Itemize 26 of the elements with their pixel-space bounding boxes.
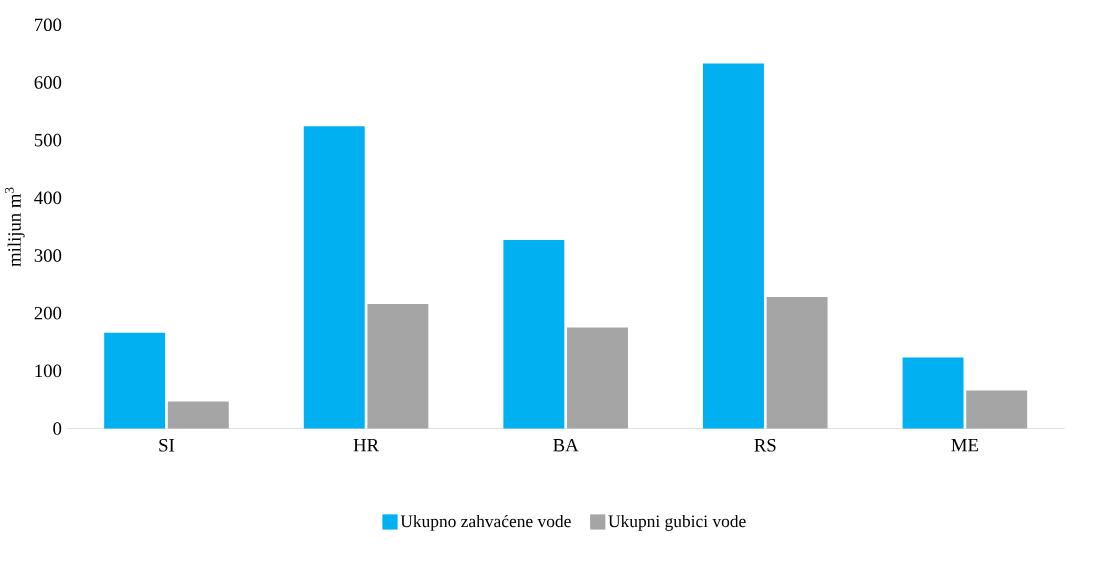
x-tick-label: HR xyxy=(353,439,380,452)
y-tick-label: 0 xyxy=(53,422,62,436)
bar xyxy=(966,390,1028,429)
bar xyxy=(902,357,964,429)
bar xyxy=(766,297,828,429)
y-tick-label: 300 xyxy=(34,249,62,262)
x-tick-label: SI xyxy=(159,439,175,452)
y-tick-label: 600 xyxy=(34,76,62,89)
y-tick-label: 500 xyxy=(34,133,62,147)
legend-label: Ukupno zahvaćene vode xyxy=(400,515,571,531)
x-tick-label: BA xyxy=(553,439,579,452)
bar xyxy=(303,126,365,429)
bar xyxy=(567,327,628,429)
bar xyxy=(367,304,429,429)
y-axis-title: milijun m$^{3}$ xyxy=(4,187,25,267)
y-tick-label: 100 xyxy=(35,364,62,378)
bar xyxy=(167,401,229,429)
bar xyxy=(702,63,764,429)
y-tick-label: 400 xyxy=(34,191,62,205)
x-tick-label: ME xyxy=(951,439,978,452)
y-tick-label: 700 xyxy=(35,18,62,32)
bar xyxy=(104,332,166,429)
x-tick-label: RS xyxy=(754,439,776,452)
legend-label: Ukupni gubici vode xyxy=(608,515,746,531)
bar xyxy=(503,240,565,429)
y-tick-label: 200 xyxy=(34,307,62,320)
